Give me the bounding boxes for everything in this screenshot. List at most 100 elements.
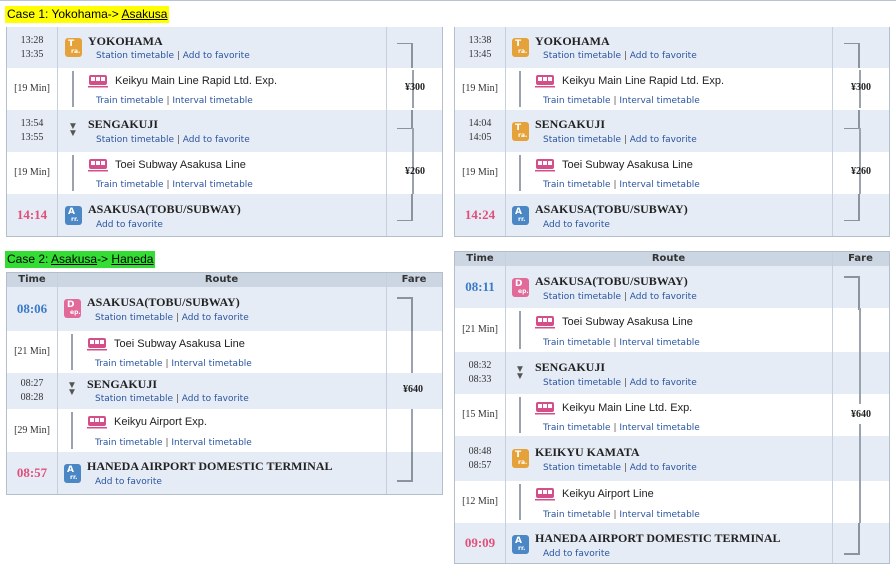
train-timetable-link[interactable]: Train timetable xyxy=(543,96,611,106)
table-header: Time Route Fare xyxy=(455,252,889,266)
route-bracket-mid xyxy=(844,110,860,129)
station-name[interactable]: SENGAKUJI xyxy=(87,377,158,391)
add-favorite-link[interactable]: Add to favorite xyxy=(629,51,697,61)
line-row: [21 Min] Toei Subway Asakusa Line Train … xyxy=(7,331,442,373)
line-name[interactable]: Keikyu Airport Line xyxy=(562,488,654,500)
line-row: [19 Min] Toei Subway Asakusa Line Train … xyxy=(7,152,442,194)
case-2-arrow: -> xyxy=(97,252,112,266)
line-name[interactable]: Keikyu Airport Exp. xyxy=(114,416,207,428)
train-timetable-link[interactable]: Train timetable xyxy=(95,359,163,369)
interval-timetable-link[interactable]: Interval timetable xyxy=(619,510,700,520)
station-timetable-link[interactable]: Station timetable xyxy=(543,51,621,61)
add-favorite-link[interactable]: Add to favorite xyxy=(629,463,697,473)
station-name[interactable]: ASAKUSA(TOBU/SUBWAY) xyxy=(535,274,688,288)
interval-timetable-link[interactable]: Interval timetable xyxy=(619,96,700,106)
add-favorite-link[interactable]: Add to favorite xyxy=(629,378,697,388)
column-divider xyxy=(386,273,387,494)
train-timetable-link[interactable]: Train timetable xyxy=(95,438,163,448)
station-name[interactable]: ASAKUSA(TOBU/SUBWAY) xyxy=(535,202,688,216)
station-name[interactable]: YOKOHAMA xyxy=(88,34,163,48)
arrival-time: 08:27 xyxy=(20,378,44,389)
duration: [19 Min] xyxy=(14,167,50,178)
station-name[interactable]: SENGAKUJI xyxy=(535,360,606,374)
train-links: Train timetable | Interval timetable xyxy=(543,423,700,433)
line-name[interactable]: Keikyu Main Line Rapid Ltd. Exp. xyxy=(562,75,725,87)
train-icon xyxy=(535,75,555,88)
add-favorite-link[interactable]: Add to favorite xyxy=(96,220,163,230)
station-timetable-link[interactable]: Station timetable xyxy=(543,135,621,145)
add-favorite-link[interactable]: Add to favorite xyxy=(543,220,610,230)
station-timetable-link[interactable]: Station timetable xyxy=(96,51,174,61)
departure-time: 08:06 xyxy=(16,301,48,316)
rail-line xyxy=(519,71,521,107)
station-row: 08:32 08:33 ▼ ▼ SENGAKUJI Station timetab… xyxy=(455,352,889,394)
add-favorite-link[interactable]: Add to favorite xyxy=(629,135,697,145)
line-name[interactable]: Toei Subway Asakusa Line xyxy=(114,338,245,350)
train-timetable-link[interactable]: Train timetable xyxy=(543,423,611,433)
add-favorite-link[interactable]: Add to favorite xyxy=(182,51,250,61)
train-timetable-link[interactable]: Train timetable xyxy=(543,180,611,190)
add-favorite-link[interactable]: Add to favorite xyxy=(95,477,162,487)
interval-timetable-link[interactable]: Interval timetable xyxy=(619,180,700,190)
station-name[interactable]: YOKOHAMA xyxy=(535,34,610,48)
train-icon xyxy=(535,159,555,172)
case-2-label: Case 2: Asakusa-> Haneda xyxy=(5,251,156,268)
train-timetable-link[interactable]: Train timetable xyxy=(96,96,164,106)
interval-timetable-link[interactable]: Interval timetable xyxy=(171,359,252,369)
line-name[interactable]: Toei Subway Asakusa Line xyxy=(562,159,693,171)
station-name[interactable]: ASAKUSA(TOBU/SUBWAY) xyxy=(87,295,240,309)
rail-line xyxy=(71,412,73,449)
train-timetable-link[interactable]: Train timetable xyxy=(543,338,611,348)
route-bracket-bottom xyxy=(844,194,860,221)
duration: [29 Min] xyxy=(14,424,50,436)
station-timetable-link[interactable]: Station timetable xyxy=(95,394,173,404)
train-timetable-link[interactable]: Train timetable xyxy=(543,510,611,520)
column-divider xyxy=(57,273,58,494)
interval-timetable-link[interactable]: Interval timetable xyxy=(172,180,253,190)
train-timetable-link[interactable]: Train timetable xyxy=(96,180,164,190)
add-favorite-link[interactable]: Add to favorite xyxy=(629,292,697,302)
interval-timetable-link[interactable]: Interval timetable xyxy=(619,423,700,433)
add-favorite-link[interactable]: Add to favorite xyxy=(543,549,610,559)
line-name[interactable]: Toei Subway Asakusa Line xyxy=(562,316,693,328)
station-timetable-link[interactable]: Station timetable xyxy=(543,463,621,473)
station-name[interactable]: HANEDA AIRPORT DOMESTIC TERMINAL xyxy=(535,531,781,545)
time-cell: 08:11 xyxy=(455,266,505,308)
top-divider xyxy=(0,0,896,1)
station-name[interactable]: KEIKYU KAMATA xyxy=(535,445,640,459)
add-favorite-link[interactable]: Add to favorite xyxy=(181,394,249,404)
interval-timetable-link[interactable]: Interval timetable xyxy=(619,338,700,348)
station-name[interactable]: HANEDA AIRPORT DOMESTIC TERMINAL xyxy=(87,459,333,473)
station-name[interactable]: ASAKUSA(TOBU/SUBWAY) xyxy=(88,202,241,216)
fare-bracket-top xyxy=(397,297,413,333)
station-timetable-link[interactable]: Station timetable xyxy=(96,135,174,145)
time-cell: 14:14 xyxy=(7,194,57,236)
add-favorite-link[interactable]: Add to favorite xyxy=(182,135,250,145)
fare-bracket-line xyxy=(859,481,861,523)
interval-timetable-link[interactable]: Interval timetable xyxy=(172,96,253,106)
station-name[interactable]: SENGAKUJI xyxy=(535,117,606,131)
interval-timetable-link[interactable]: Interval timetable xyxy=(171,438,252,448)
add-favorite-link[interactable]: Add to favorite xyxy=(181,313,249,323)
station-name[interactable]: SENGAKUJI xyxy=(88,117,159,131)
train-icon xyxy=(87,338,107,351)
station-timetable-link[interactable]: Station timetable xyxy=(543,378,621,388)
train-links: Train timetable | Interval timetable xyxy=(95,438,252,448)
station-timetable-link[interactable]: Station timetable xyxy=(95,313,173,323)
station-timetable-link[interactable]: Station timetable xyxy=(543,292,621,302)
line-name[interactable]: Toei Subway Asakusa Line xyxy=(115,159,246,171)
arrival-time: 14:14 xyxy=(16,207,48,222)
duration: [15 Min] xyxy=(462,409,498,420)
fare-bracket-line xyxy=(412,70,414,108)
time-cell: 14:24 xyxy=(455,194,505,236)
case-2-prefix: Case 2: xyxy=(7,252,52,266)
line-name[interactable]: Keikyu Main Line Ltd. Exp. xyxy=(562,402,693,414)
line-name[interactable]: Keikyu Main Line Rapid Ltd. Exp. xyxy=(115,75,278,87)
column-divider xyxy=(57,27,58,236)
header-time: Time xyxy=(466,253,494,264)
fare-bracket-line xyxy=(859,424,861,436)
